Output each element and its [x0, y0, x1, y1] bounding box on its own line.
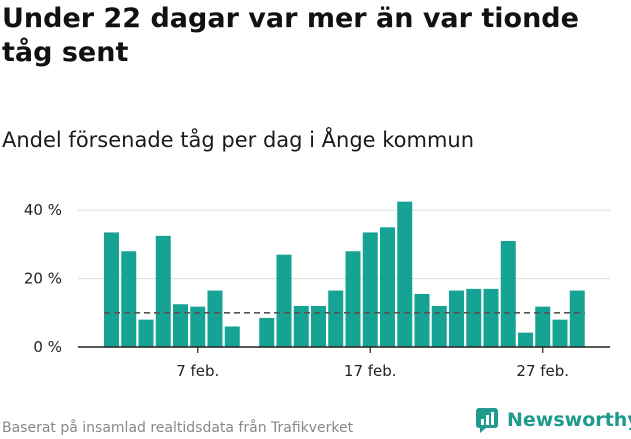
- data-bar: [552, 319, 568, 347]
- data-bar: [414, 293, 430, 347]
- bar-chart: 0 % 20 % 40 % 7 feb. 17 feb. 27 feb.: [24, 201, 610, 380]
- x-tick-label: 17 feb.: [344, 362, 397, 380]
- data-bar: [500, 240, 516, 347]
- data-bar: [224, 326, 240, 347]
- brand-name: Newsworthy: [507, 409, 631, 431]
- y-tick-label: 0 %: [33, 338, 62, 356]
- x-tick-label: 7 feb.: [176, 362, 219, 380]
- x-tick-label: 27 feb.: [516, 362, 569, 380]
- data-bar: [173, 304, 188, 347]
- data-bar: [155, 235, 171, 347]
- data-bar: [518, 332, 533, 347]
- data-bar: [259, 317, 275, 347]
- data-bar: [449, 290, 464, 347]
- data-bar: [104, 232, 119, 347]
- source-note: Baserat på insamlad realtidsdata från Tr…: [2, 420, 354, 436]
- data-bar: [276, 254, 292, 347]
- data-bar: [293, 305, 309, 347]
- data-bar: [397, 201, 413, 347]
- data-bar: [311, 305, 326, 347]
- bar-chart-logo-icon: [476, 408, 498, 433]
- data-bar: [207, 290, 223, 347]
- data-bar: [431, 305, 447, 347]
- data-bar: [466, 288, 482, 347]
- data-bar: [569, 290, 585, 347]
- data-bar: [328, 290, 344, 347]
- data-bar: [483, 288, 499, 347]
- data-bar: [380, 227, 395, 347]
- data-bar: [345, 251, 361, 347]
- chart-title: Under 22 dagar var mer än var tionde tåg…: [2, 3, 579, 68]
- data-bar: [362, 232, 378, 347]
- newsworthy-brand[interactable]: Newsworthy: [475, 407, 631, 433]
- data-bar: [138, 319, 154, 347]
- data-bar: [535, 306, 551, 347]
- data-bar: [190, 306, 206, 347]
- y-tick-label: 20 %: [24, 270, 62, 288]
- chart-subtitle: Andel försenade tåg per dag i Ånge kommu…: [2, 128, 475, 152]
- data-bar: [121, 251, 137, 347]
- y-tick-label: 40 %: [24, 201, 62, 219]
